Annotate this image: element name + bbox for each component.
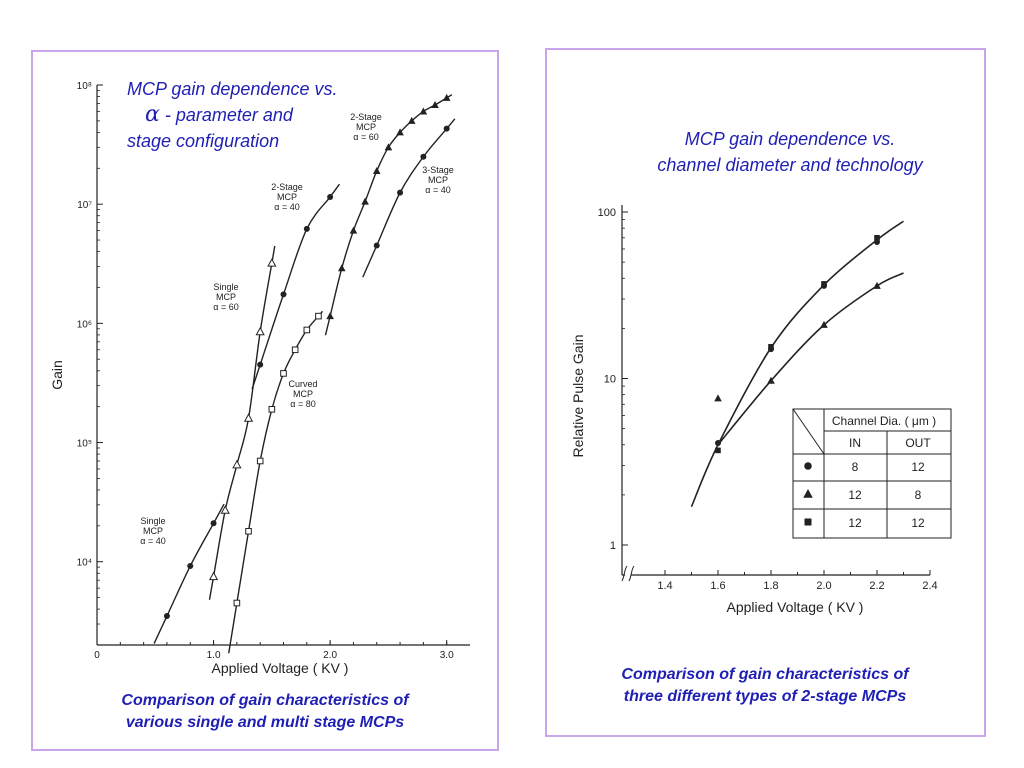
left-caption-line1: Comparison of gain characteristics of — [121, 692, 409, 709]
right-caption-line2: three different types of 2-stage MCPs — [623, 688, 907, 705]
alpha-symbol: α — [145, 102, 160, 127]
right-title-line1: MCP gain dependence vs. — [684, 129, 896, 149]
left-caption: Comparison of gain characteristics of va… — [40, 690, 490, 734]
right-caption-line1: Comparison of gain characteristics of — [621, 666, 909, 683]
left-title: MCP gain dependence vs. α - parameter an… — [127, 76, 407, 154]
left-caption-line2: various single and multi stage MCPs — [125, 714, 405, 731]
right-title-line2: channel diameter and technology — [657, 155, 923, 175]
left-panel — [31, 50, 499, 751]
left-title-line2: α - parameter and — [127, 102, 407, 128]
left-title-line3: stage configuration — [127, 131, 280, 151]
right-title: MCP gain dependence vs. channel diameter… — [600, 126, 980, 178]
left-title-line2-text: - parameter and — [159, 105, 293, 125]
left-title-line1: MCP gain dependence vs. — [127, 79, 338, 99]
right-caption: Comparison of gain characteristics of th… — [555, 664, 975, 708]
